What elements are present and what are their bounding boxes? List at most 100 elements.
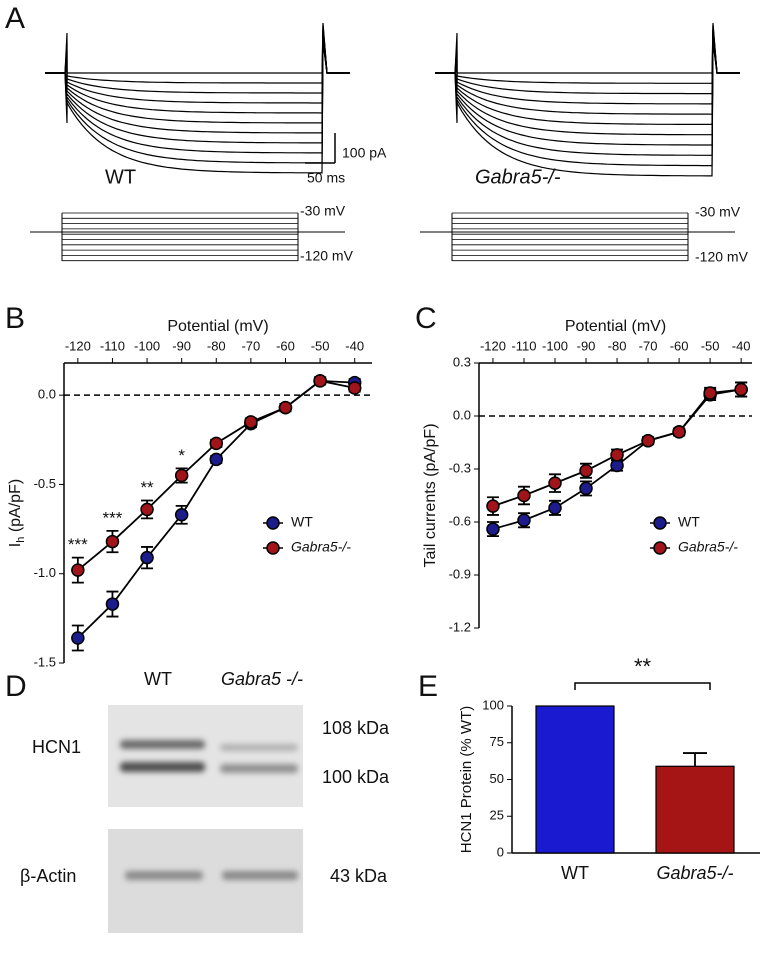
bands <box>125 871 298 880</box>
trace <box>45 32 350 124</box>
y-tick-label: 0.0 <box>38 387 56 402</box>
trace <box>45 40 350 164</box>
marker <box>579 464 593 478</box>
trace <box>45 30 350 114</box>
marker <box>174 468 189 483</box>
panel-letter: D <box>5 670 27 703</box>
trace <box>45 42 350 174</box>
step-label: -120 mV <box>300 248 354 264</box>
y-tick-label: 25 <box>490 808 504 823</box>
marker <box>548 501 562 515</box>
marker <box>174 508 189 522</box>
bar <box>655 765 735 854</box>
trace <box>45 22 350 74</box>
traces <box>30 22 740 262</box>
x-tick-label: -90 <box>577 338 596 353</box>
blot <box>108 829 303 933</box>
y-tick-label: -1.0 <box>34 565 56 580</box>
legend-label: Gabra5-/- <box>291 539 351 555</box>
size-label: 108 kDa <box>322 718 390 738</box>
marker <box>209 436 224 451</box>
y-axis-label-part: Tail currents (pA/pF) <box>422 423 439 567</box>
trace <box>435 42 740 177</box>
marker <box>517 513 531 527</box>
x-tick-label: -110 <box>511 338 536 353</box>
legend-marker <box>653 541 667 555</box>
marker <box>486 522 500 536</box>
y-tick-label: -0.3 <box>449 460 471 475</box>
step-label: -120 mV <box>695 249 749 265</box>
trace <box>435 32 740 125</box>
marker <box>105 534 120 549</box>
significance: * <box>178 446 185 465</box>
x-tick-label: WT <box>561 863 589 883</box>
x-tick-label: -60 <box>670 338 689 353</box>
marker <box>579 481 593 496</box>
trace <box>435 24 740 84</box>
marker <box>140 550 154 565</box>
bracket <box>574 682 711 690</box>
y-tick-label: -0.9 <box>449 566 471 581</box>
marker <box>610 448 624 462</box>
y-tick-label: 0.3 <box>453 354 471 369</box>
legend-marker <box>653 516 667 530</box>
marker <box>641 433 655 448</box>
x-tick-label: -100 <box>134 338 160 353</box>
trace <box>45 26 350 94</box>
marker <box>140 502 154 517</box>
y-tick-label: -1.2 <box>449 619 471 634</box>
x-tick-label: -70 <box>241 338 260 353</box>
x-axis-label: Potential (mV) <box>565 318 666 335</box>
lane-label: WT <box>144 669 172 689</box>
y-axis-label: Tail currents (pA/pF) <box>422 423 439 567</box>
legend-label: Gabra5-/- <box>678 539 738 555</box>
trace <box>45 36 350 144</box>
trace <box>435 38 740 156</box>
trace <box>435 36 740 146</box>
trace <box>45 24 350 84</box>
marker <box>105 597 120 611</box>
marker <box>313 374 327 388</box>
trace <box>45 34 350 134</box>
legend-marker <box>266 516 280 530</box>
x-tick-label: -100 <box>542 338 568 353</box>
x-tick-label: -90 <box>172 338 191 353</box>
legend-label: WT <box>678 514 700 530</box>
y-tick-label: -1.5 <box>34 654 56 669</box>
marker <box>278 400 293 415</box>
y-tick-label: 75 <box>490 734 504 749</box>
trace-label: WT <box>105 166 136 188</box>
lane-label: Gabra5 -/- <box>221 669 303 689</box>
y-tick-label: 50 <box>490 771 504 786</box>
significance: *** <box>103 508 123 527</box>
legend-label: WT <box>291 514 313 530</box>
significance: *** <box>68 535 88 554</box>
marker <box>71 631 85 645</box>
bar <box>535 705 615 854</box>
size-label: 43 kDa <box>330 866 388 886</box>
y-axis-label: HCN1 Protein (% WT) <box>458 706 475 854</box>
x-tick-label: Gabra5-/- <box>656 863 733 883</box>
y-tick-label: 0.0 <box>453 407 471 422</box>
marker <box>672 425 686 439</box>
marker <box>548 476 562 490</box>
panel-letter: E <box>418 670 438 703</box>
x-tick-label: -120 <box>65 338 91 353</box>
trace <box>435 40 740 167</box>
y-axis-label-part: I <box>7 543 24 547</box>
marker <box>209 452 224 467</box>
step-label: -30 mV <box>300 203 346 219</box>
x-tick-label: -60 <box>276 338 295 353</box>
y-tick-label: 0 <box>497 844 504 859</box>
marker <box>71 563 85 577</box>
marker <box>244 415 258 429</box>
x-tick-label: -40 <box>732 338 751 353</box>
marker <box>734 382 748 397</box>
y-tick-label: 100 <box>482 697 504 712</box>
x-tick-label: -40 <box>345 338 364 353</box>
trace <box>435 22 740 74</box>
y-axis-label: Ih (pA/pF) <box>7 479 27 547</box>
x-tick-label: -80 <box>608 338 627 353</box>
panel-letter: B <box>5 302 25 335</box>
bands <box>120 740 298 773</box>
